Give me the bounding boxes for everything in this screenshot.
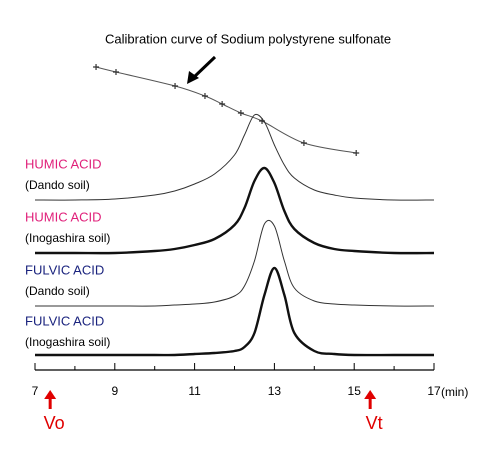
x-tick-label: 11 [188, 384, 201, 398]
calibration-point [201, 93, 208, 99]
chromatogram [34, 113, 435, 201]
pointer-arrow [191, 55, 217, 80]
x-tick-label: 9 [111, 384, 118, 398]
x-tick-label: 17 [427, 384, 441, 398]
calibration-point [300, 140, 307, 146]
x-tick-label: 15 [348, 384, 362, 398]
calibration-point [219, 101, 226, 107]
series-name: HUMIC ACID [25, 156, 102, 171]
pointer-arrow-head [187, 71, 199, 84]
chromatogram [35, 219, 435, 307]
chromatogram [35, 266, 434, 357]
x-tick-label: 13 [268, 384, 282, 398]
marker-arrow-head [364, 390, 377, 399]
marker-label: Vo [44, 413, 65, 433]
marker-arrow-head [44, 390, 57, 399]
chromatogram [35, 166, 435, 255]
calibration-point [237, 110, 244, 116]
marker-label: Vt [366, 413, 383, 433]
series-name: FULVIC ACID [25, 262, 104, 277]
calibration-curve [95, 66, 357, 154]
series-sample: (Inogashira soil) [25, 335, 110, 349]
series-sample: (Dando soil) [25, 284, 90, 298]
x-tick-label: 7 [32, 384, 39, 398]
series-name: FULVIC ACID [25, 313, 104, 328]
calibration-point [93, 64, 100, 70]
series-sample: (Dando soil) [25, 178, 90, 192]
chart-title: Calibration curve of Sodium polystyrene … [105, 31, 391, 46]
x-axis-label: (min) [441, 385, 468, 399]
calibration-point [112, 69, 119, 75]
calibration-point [172, 83, 179, 89]
series-name: HUMIC ACID [25, 209, 102, 224]
calibration-point [353, 150, 360, 156]
series-sample: (Inogashira soil) [25, 231, 110, 245]
